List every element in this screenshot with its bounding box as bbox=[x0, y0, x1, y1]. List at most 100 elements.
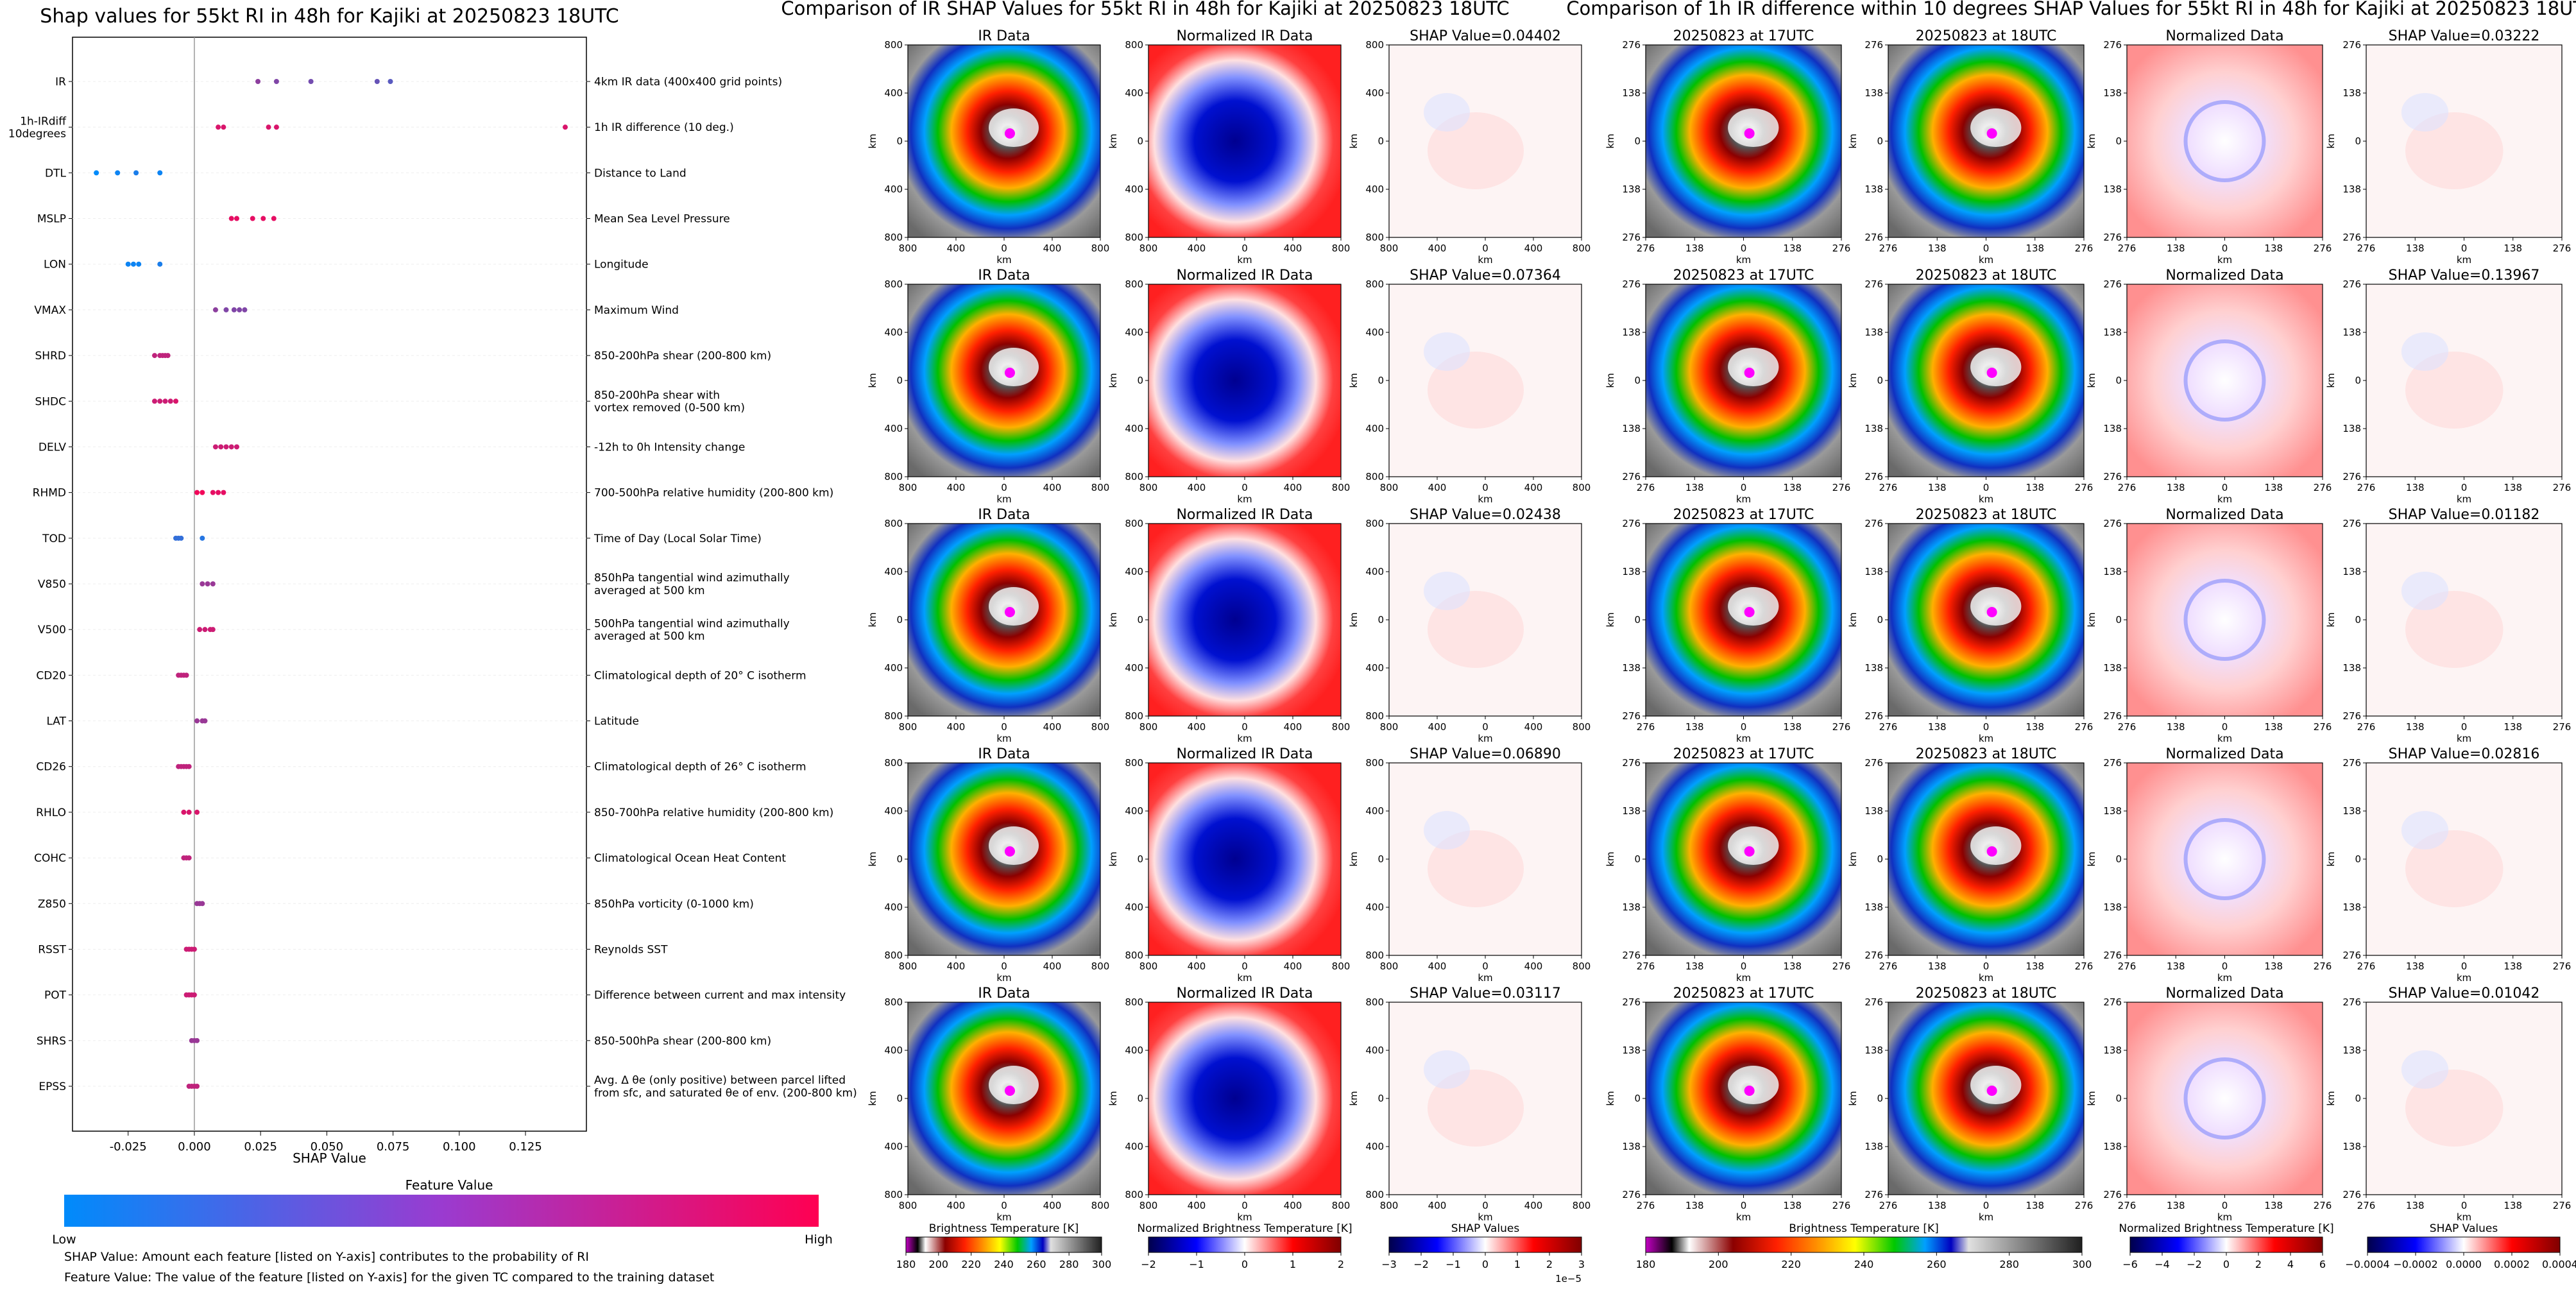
panel-x-tick-label: 0 bbox=[1001, 482, 1007, 493]
map-panel-ir: 20250823 at 18UTC27627613813800138138276… bbox=[1847, 507, 2093, 744]
panel-x-axis-label: km bbox=[1237, 1211, 1252, 1223]
panel-title: SHAP Value=0.01182 bbox=[2389, 507, 2540, 523]
panel-y-tick-label: 400 bbox=[884, 1141, 903, 1152]
shap-positive-region bbox=[1428, 830, 1524, 907]
panel-x-tick-label: 276 bbox=[2357, 721, 2376, 733]
colorbar-tick-label: 6 bbox=[2319, 1258, 2326, 1270]
shap-point bbox=[234, 216, 239, 221]
panel-y-tick-label: 276 bbox=[1622, 710, 1641, 722]
panel-y-tick-label: 276 bbox=[1864, 471, 1883, 482]
shap-point bbox=[94, 170, 99, 176]
panel-y-tick-label: 0 bbox=[1378, 375, 1384, 386]
panel-x-axis-label: km bbox=[996, 1211, 1011, 1223]
shap-point bbox=[194, 1037, 200, 1043]
normalized-image bbox=[1148, 524, 1341, 716]
panel-x-axis-label: km bbox=[996, 972, 1011, 984]
storm-center-marker bbox=[1986, 846, 1997, 857]
panel-x-axis-label: km bbox=[1979, 972, 1993, 984]
colorbar-tick-label: 3 bbox=[1578, 1258, 1585, 1270]
shap-point bbox=[210, 490, 216, 495]
panel-x-tick-label: 138 bbox=[1685, 721, 1704, 733]
panel-x-tick-label: 138 bbox=[2167, 243, 2185, 254]
feature-name-tod: TOD bbox=[42, 533, 66, 545]
storm-core bbox=[1970, 348, 2022, 386]
panel-y-axis-label: km bbox=[867, 373, 878, 388]
shap-point bbox=[260, 216, 266, 221]
panel-x-tick-label: 400 bbox=[1524, 482, 1543, 493]
shap-point bbox=[216, 124, 221, 130]
feature-description: 1h IR difference (10 deg.) bbox=[594, 121, 734, 134]
shap-negative-region bbox=[1424, 572, 1470, 610]
feature-description: 4km IR data (400x400 grid points) bbox=[594, 76, 782, 89]
panel-y-tick-label: 800 bbox=[884, 39, 903, 51]
normalized-diff-image bbox=[2127, 1002, 2323, 1195]
panel-x-tick-label: 276 bbox=[2357, 1200, 2376, 1211]
shap-point bbox=[157, 261, 163, 267]
panel-y-tick-label: 138 bbox=[2342, 901, 2361, 913]
panel-y-axis-label: km bbox=[1107, 133, 1119, 148]
shap-point bbox=[178, 535, 184, 541]
panel-x-tick-label: 0 bbox=[1983, 721, 1990, 733]
map-panel-ndiff: Normalized Data2762761381380013813827627… bbox=[2086, 28, 2332, 266]
panel-y-tick-label: 0 bbox=[896, 1093, 903, 1104]
storm-core bbox=[1728, 826, 1779, 865]
panel-title: SHAP Value=0.06890 bbox=[1410, 746, 1561, 762]
panel-x-tick-label: 0 bbox=[2222, 721, 2228, 733]
eyewall-ring bbox=[2183, 1057, 2266, 1140]
shap-positive-region bbox=[1428, 1070, 1524, 1147]
feature-description: Mean Sea Level Pressure bbox=[594, 213, 730, 226]
panel-x-tick-label: 400 bbox=[1188, 721, 1206, 733]
panel-y-tick-label: 400 bbox=[884, 662, 903, 674]
panel-y-tick-label: 276 bbox=[2342, 518, 2361, 529]
panel-y-tick-label: 138 bbox=[2103, 662, 2122, 674]
panel-x-tick-label: 0 bbox=[1741, 1200, 1747, 1211]
feature-name-rsst: RSST bbox=[38, 943, 66, 956]
panel-y-tick-label: 276 bbox=[2342, 232, 2361, 243]
shap-point bbox=[223, 307, 229, 312]
panel-title: 20250823 at 17UTC bbox=[1673, 28, 1814, 44]
panel-x-axis-label: km bbox=[2457, 972, 2471, 984]
panel-y-axis-label: km bbox=[1107, 1091, 1119, 1105]
panel-x-tick-label: 276 bbox=[1832, 243, 1851, 254]
panel-x-tick-label: 0 bbox=[1241, 960, 1248, 972]
panel-x-tick-label: 800 bbox=[1332, 482, 1351, 493]
panel-x-tick-label: 0 bbox=[1001, 960, 1007, 972]
panel-x-tick-label: 138 bbox=[1685, 1200, 1704, 1211]
shap-point bbox=[308, 79, 314, 84]
feature-name-shdc: SHDC bbox=[35, 395, 66, 408]
panel-x-axis-label: km bbox=[1237, 493, 1252, 505]
panel-y-tick-label: 800 bbox=[1125, 518, 1143, 529]
panel-x-tick-label: 800 bbox=[1573, 960, 1591, 972]
shap-point bbox=[266, 124, 271, 130]
panel-x-axis-label: km bbox=[996, 733, 1011, 744]
panel-y-tick-label: 138 bbox=[1864, 662, 1883, 674]
panel-x-tick-label: 0 bbox=[2222, 960, 2228, 972]
shap-point bbox=[212, 307, 218, 312]
colorbar-tick-label: 200 bbox=[1709, 1258, 1728, 1270]
feature-description: Climatological depth of 26° C isotherm bbox=[594, 761, 806, 774]
panel-y-tick-label: 400 bbox=[1365, 566, 1384, 577]
colorbar-tick-label: 0.0002 bbox=[2494, 1258, 2530, 1270]
panel-x-tick-label: 400 bbox=[947, 1200, 966, 1211]
panel-y-axis-label: km bbox=[867, 1091, 878, 1105]
panel-title: IR Data bbox=[978, 268, 1030, 284]
feature-description: 850-200hPa shear with vortex removed (0-5… bbox=[594, 389, 745, 414]
panel-x-axis-label: km bbox=[2217, 733, 2232, 744]
panel-x-tick-label: 800 bbox=[1380, 960, 1399, 972]
panel-y-axis-label: km bbox=[1847, 1091, 1859, 1105]
panel-x-tick-label: 276 bbox=[2314, 243, 2332, 254]
panel-x-tick-label: 138 bbox=[2406, 960, 2425, 972]
storm-core bbox=[1970, 1066, 2022, 1104]
panel-x-tick-label: 400 bbox=[1428, 721, 1447, 733]
x-tick-label: -0.025 bbox=[110, 1140, 147, 1154]
colorbar-tick-label: 200 bbox=[929, 1258, 949, 1270]
panel-y-tick-label: 800 bbox=[1125, 757, 1143, 769]
panel-x-tick-label: 138 bbox=[2026, 960, 2044, 972]
colorbar bbox=[1388, 1236, 1582, 1253]
normalized-diff-image bbox=[2127, 763, 2323, 955]
panel-y-tick-label: 400 bbox=[884, 901, 903, 913]
map-panel-shap: SHAP Value=0.011822762761381380013813827… bbox=[2325, 507, 2571, 744]
panel-x-tick-label: 400 bbox=[1524, 1200, 1543, 1211]
feature-description: Distance to Land bbox=[594, 167, 687, 180]
panel-x-tick-label: 800 bbox=[1091, 1200, 1110, 1211]
